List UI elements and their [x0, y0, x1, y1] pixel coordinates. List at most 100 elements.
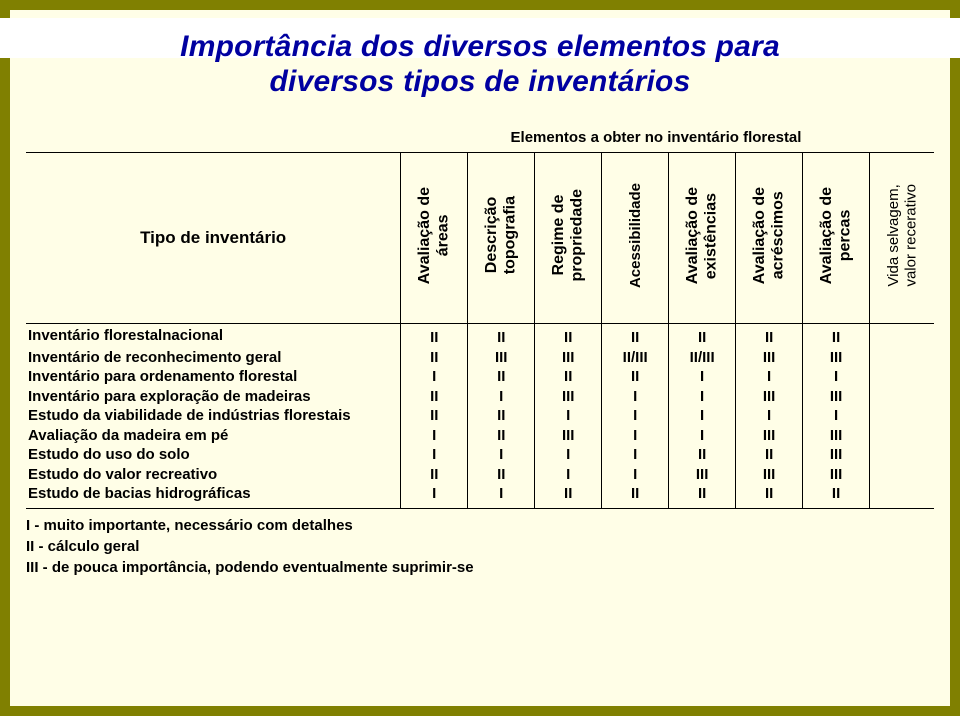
cell: II	[803, 324, 870, 348]
cell: II	[736, 324, 803, 348]
col-hdr-text: Avaliação depercas	[818, 187, 855, 284]
cell: II	[535, 367, 602, 387]
cell: III	[736, 348, 803, 368]
col-hdr-tail-text: Vida selvagem,valor recerativo	[885, 184, 920, 287]
title-box: Importância dos diversos elementos para …	[40, 28, 920, 103]
cell: II	[468, 367, 535, 387]
col-hdr-text: Avaliação deáreas	[416, 187, 453, 284]
cell: I	[669, 426, 736, 446]
row-label: Estudo do valor recreativo	[26, 465, 401, 485]
cell: II	[669, 445, 736, 465]
row-header-label: Tipo de inventário	[26, 153, 401, 324]
col-hdr-5: Avaliação deacréscimos	[736, 153, 803, 324]
cell: II	[401, 348, 468, 368]
table-row: Estudo do uso do soloIIIIIIIIIII	[26, 445, 934, 465]
cell: III	[669, 465, 736, 485]
cell: I	[602, 387, 669, 407]
cell: II	[468, 406, 535, 426]
table-row: Estudo do valor recreativoIIIIIIIIIIIIII…	[26, 465, 934, 485]
cell: I	[602, 465, 669, 485]
row-label: Inventário para ordenamento florestal	[26, 367, 401, 387]
cell: III	[803, 387, 870, 407]
cell: II	[401, 387, 468, 407]
cell: II	[401, 465, 468, 485]
cell: III	[535, 387, 602, 407]
super-header-spacer	[26, 125, 378, 150]
super-header-label: Elementos a obter no inventário floresta…	[378, 125, 934, 150]
cell: II	[401, 324, 468, 348]
table-row: Inventário para ordenamento florestalIII…	[26, 367, 934, 387]
cell: I	[669, 387, 736, 407]
cell: III	[803, 465, 870, 485]
tail-cell	[870, 465, 934, 485]
header-row: Tipo de inventário Avaliação deáreas Des…	[26, 153, 934, 324]
slide-inner: Importância dos diversos elementos para …	[10, 10, 950, 706]
cell: II	[468, 324, 535, 348]
cell: I	[602, 445, 669, 465]
cell: I	[468, 445, 535, 465]
col-hdr-2: Regime depropriedade	[535, 153, 602, 324]
cell: II	[602, 484, 669, 508]
table-row: Inventário para exploração de madeirasII…	[26, 387, 934, 407]
table-row: Inventário florestalnacionalIIIIIIIIIIII…	[26, 324, 934, 348]
row-label: Avaliação da madeira em pé	[26, 426, 401, 446]
slide-title: Importância dos diversos elementos para …	[40, 28, 920, 103]
cell: III	[736, 426, 803, 446]
cell: III	[736, 465, 803, 485]
cell: I	[535, 465, 602, 485]
cell: III	[803, 348, 870, 368]
table-row: Estudo de bacias hidrográficasIIIIIIIIII…	[26, 484, 934, 508]
col-hdr-3: Acessibilidade	[602, 153, 669, 324]
row-label: Inventário florestalnacional	[26, 324, 401, 348]
cell: II	[468, 426, 535, 446]
title-line-2: diversos tipos de inventários	[270, 65, 691, 98]
col-hdr-1: Descriçãotopografia	[468, 153, 535, 324]
cell: III	[535, 426, 602, 446]
col-hdr-6: Avaliação depercas	[803, 153, 870, 324]
table-body: Inventário florestalnacionalIIIIIIIIIIII…	[26, 324, 934, 509]
cell: I	[401, 445, 468, 465]
row-label: Estudo do uso do solo	[26, 445, 401, 465]
cell: I	[468, 484, 535, 508]
title-line-1: Importância dos diversos elementos para	[180, 30, 780, 63]
col-hdr-0: Avaliação deáreas	[401, 153, 468, 324]
cell: I	[535, 445, 602, 465]
cell: I	[401, 426, 468, 446]
cell: II	[736, 445, 803, 465]
cell: II	[669, 324, 736, 348]
tail-cell	[870, 406, 934, 426]
tail-cell	[870, 367, 934, 387]
tail-cell	[870, 484, 934, 508]
legend-line-3: III - de pouca importância, podendo even…	[26, 557, 934, 578]
cell: II	[602, 324, 669, 348]
table-row: Avaliação da madeira em péIIIIIIIIIIIIII	[26, 426, 934, 446]
col-hdr-text: Avaliação deexistências	[684, 187, 721, 284]
cell: III	[803, 445, 870, 465]
cell: I	[468, 387, 535, 407]
col-hdr-4: Avaliação deexistências	[669, 153, 736, 324]
slide-page: Importância dos diversos elementos para …	[0, 0, 960, 716]
table-wrap: Elementos a obter no inventário floresta…	[26, 125, 934, 578]
cell: II	[602, 367, 669, 387]
cell: I	[602, 426, 669, 446]
table-row: Estudo da viabilidade de indústrias flor…	[26, 406, 934, 426]
row-label: Estudo de bacias hidrográficas	[26, 484, 401, 508]
row-label: Inventário de reconhecimento geral	[26, 348, 401, 368]
tail-cell	[870, 445, 934, 465]
cell: II	[535, 324, 602, 348]
tail-cell	[870, 426, 934, 446]
tail-cell	[870, 348, 934, 368]
col-hdr-tail: Vida selvagem,valor recerativo	[870, 153, 934, 324]
cell: I	[736, 367, 803, 387]
col-hdr-text: Descriçãotopografia	[483, 196, 520, 274]
col-hdr-text: Avaliação deacréscimos	[751, 187, 788, 284]
cell: III	[736, 387, 803, 407]
legend-line-1: I - muito importante, necessário com det…	[26, 515, 934, 536]
legend: I - muito importante, necessário com det…	[26, 515, 934, 578]
cell: II	[736, 484, 803, 508]
cell: II	[669, 484, 736, 508]
cell: I	[669, 367, 736, 387]
legend-line-2: II - cálculo geral	[26, 536, 934, 557]
cell: I	[535, 406, 602, 426]
col-hdr-text: Acessibilidade	[627, 183, 644, 288]
